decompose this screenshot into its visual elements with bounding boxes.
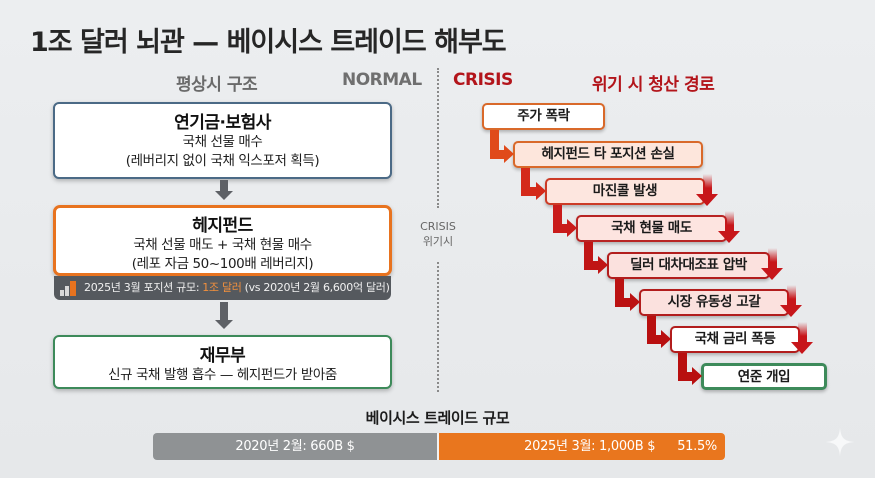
hedge-fund-line1: 국채 선물 매도 + 국채 현물 매수 (133, 237, 312, 253)
hedge-fund-box: 헤지펀드 국채 선물 매도 + 국채 현물 매수 (레포 자금 50~100배 … (53, 205, 392, 276)
crisis-step: 헤지펀드 타 포지션 손실 (513, 141, 703, 168)
divider-label: CRISIS 위기시 (412, 219, 464, 249)
crisis-step: 국채 금리 폭등 (670, 326, 800, 353)
position-size-stat: 2025년 3월 포지션 규모: 1조 달러 (vs 2020년 2월 6,60… (54, 276, 391, 300)
crisis-step: 주가 폭락 (482, 103, 605, 130)
treasury-title: 재무부 (199, 346, 246, 366)
drop-arrow-icon (718, 211, 740, 243)
pension-line2: (레버리지 없이 국채 익스포저 획득) (125, 153, 320, 169)
divider-label-kr: 위기시 (422, 235, 454, 248)
crisis-step: 국채 현물 매도 (576, 215, 727, 242)
segment-2025-label: 2025년 3월: 1,000B $ (524, 439, 656, 454)
crisis-step: 마진콜 발생 (545, 178, 705, 205)
drop-arrow-icon (791, 322, 813, 354)
scale-title: 베이시스 트레이드 규모 (365, 409, 510, 427)
crisis-heading-en: CRISIS (453, 70, 513, 90)
growth-percent: 51.5% (677, 439, 717, 454)
drop-arrow-icon (761, 248, 783, 280)
page-title: 1조 달러 뇌관 — 베이시스 트레이드 해부도 (30, 27, 507, 58)
normal-heading-kr: 평상시 구조 (176, 75, 258, 95)
stat-highlight: 1조 달러 (202, 281, 242, 294)
sparkle-icon (826, 428, 854, 456)
section-divider-bottom (437, 262, 439, 392)
hedge-fund-title: 헤지펀드 (192, 216, 253, 236)
normal-heading-en: NORMAL (342, 70, 422, 90)
divider-label-en: CRISIS (420, 220, 456, 233)
crisis-heading-kr: 위기 시 청산 경로 (592, 75, 715, 95)
pension-line1: 국채 선물 매수 (182, 134, 263, 150)
stat-suffix: (vs 2020년 2월 6,600억 달러) (244, 281, 390, 294)
segment-2020: 2020년 2월: 660B $ (153, 433, 437, 460)
treasury-line1: 신규 국채 발행 흡수 — 헤지펀드가 받아줌 (108, 367, 337, 383)
crisis-step: 연준 개입 (701, 363, 827, 390)
stat-prefix: 2025년 3월 포지션 규모: (84, 281, 200, 294)
segment-divider (437, 433, 439, 460)
drop-arrow-icon (696, 174, 718, 206)
scale-bar: 2020년 2월: 660B $ 2025년 3월: 1,000B $ 51.5% (153, 433, 725, 460)
crisis-step: 시장 유동성 고갈 (639, 289, 789, 316)
down-arrow-icon (215, 180, 233, 200)
drop-arrow-icon (780, 285, 802, 317)
hedge-fund-line2: (레포 자금 50~100배 레버리지) (131, 256, 314, 272)
bar-chart-icon (60, 280, 78, 296)
segment-2025: 2025년 3월: 1,000B $ 51.5% (439, 433, 725, 460)
pension-title: 연기금·보험사 (174, 113, 271, 133)
pension-insurer-box: 연기금·보험사 국채 선물 매수 (레버리지 없이 국채 익스포저 획득) (53, 102, 392, 179)
treasury-box: 재무부 신규 국채 발행 흡수 — 헤지펀드가 받아줌 (53, 335, 392, 389)
crisis-step: 딜러 대차대조표 압박 (607, 252, 770, 279)
down-arrow-icon (215, 302, 233, 329)
section-divider-top (437, 68, 439, 208)
